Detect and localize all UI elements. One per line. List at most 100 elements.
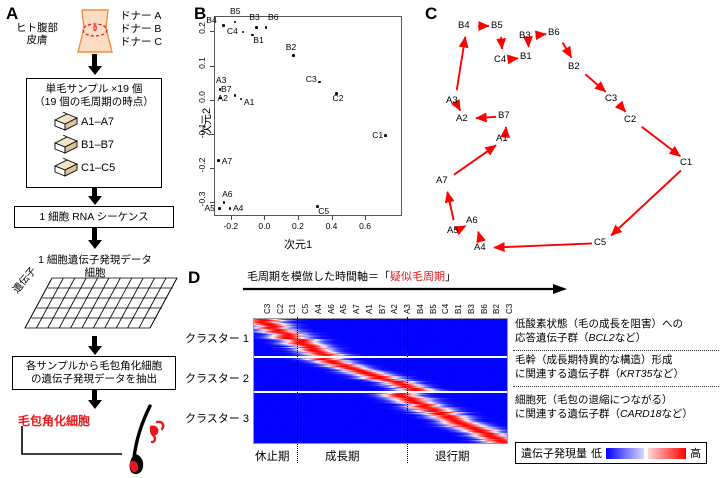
phase-divider-anagen-catagen xyxy=(407,317,408,463)
trajectory-node: B2 xyxy=(568,61,580,72)
y-tick xyxy=(210,202,214,204)
heatmap-column-label: A4 xyxy=(313,304,323,314)
annotation-divider xyxy=(513,386,720,387)
annotation-cluster-3: 細胞死（毛包の退縮につながる） に関連する遺伝子群（CARD18など） xyxy=(515,394,693,421)
legend-title: 遺伝子発現量 xyxy=(521,448,587,460)
scatter-point-label: A5 xyxy=(204,203,215,214)
trajectory-arrow xyxy=(561,41,573,59)
y-tick xyxy=(210,65,214,67)
trajectory-node: C3 xyxy=(605,93,618,104)
scatter-point-label: A6 xyxy=(222,189,233,200)
heatmap-column-label: C3 xyxy=(262,303,272,314)
hair-sample-box-icon xyxy=(53,112,79,131)
trajectory-arrow xyxy=(584,73,607,93)
annotation-2-line2: に関連する遺伝子群（KRT35など） xyxy=(515,368,684,382)
skin-source-line2: 皮膚 xyxy=(26,34,48,46)
scatter-point-label: C4 xyxy=(226,26,238,37)
legend-color-ramp-low xyxy=(606,447,644,459)
gene-name-card18: CARD18 xyxy=(620,407,662,420)
phase-label-anagen: 成長期 xyxy=(325,451,360,463)
scatter-point-label: C5 xyxy=(318,206,330,217)
human-abdomen-illustration xyxy=(77,9,113,53)
scatter-point xyxy=(218,207,221,210)
scatter-point-label: B2 xyxy=(285,42,297,53)
expression-caption-line1: 1 細胞遺伝子発現データ xyxy=(38,254,152,266)
trajectory-arrow xyxy=(453,144,497,176)
heatmap-legend: 遺伝子発現量 低 高 xyxy=(515,442,707,464)
sample-box-line1: 単毛サンプル ×19 個 xyxy=(45,83,143,95)
flow-arrow-shaft xyxy=(92,188,97,198)
scatter-point-label: B4 xyxy=(206,15,217,26)
heatmap-column-label: B6 xyxy=(479,304,489,314)
x-tick xyxy=(331,216,333,220)
hair-sample-box-icon xyxy=(53,135,79,154)
x-tick-label: 0.4 xyxy=(325,221,338,231)
panel-c: C B4 B5 B3 B6 C4 B1 B2 A3 A2 B7 C3 C2 A1 C1 A7 A6 A5 A4 C5 xyxy=(415,0,720,260)
gene-name-krt35: KRT35 xyxy=(620,367,653,380)
scatter-point-label: A7 xyxy=(221,155,233,166)
y-tick xyxy=(210,31,214,33)
heatmap-column-label: C1 xyxy=(288,303,298,314)
panel-a: A ヒト腹部 皮膚 ドナー A ドナー B ドナー C 単毛サンプル ×19 個… xyxy=(0,0,190,478)
scatter-point xyxy=(335,92,338,95)
sample-label: A1–A7 xyxy=(81,116,115,128)
phase-label-catagen: 退行期 xyxy=(435,451,470,463)
heatmap-column-label: A1 xyxy=(364,304,374,314)
scatter-point-label: B1 xyxy=(253,34,264,45)
extract-box-line1: 各サンプルから毛包角化細胞 xyxy=(25,360,163,372)
annotation-cluster-2: 毛幹（成長期特異的な構造）形成 に関連する遺伝子群（KRT35など） xyxy=(515,354,684,381)
trajectory-node: C4 xyxy=(494,54,507,65)
scatter-point xyxy=(318,80,322,84)
sample-box-line2: （19 個の毛周期の時点） xyxy=(34,96,154,108)
sample-label: B1–B7 xyxy=(81,139,115,151)
heatmap-column-label: C3 xyxy=(505,303,515,314)
heatmap-column-label: C5 xyxy=(301,303,311,314)
y-tick-label: 0.2 xyxy=(197,22,207,35)
extract-box-line2: の遺伝子発現データを抽出 xyxy=(31,373,157,385)
scatter-point xyxy=(250,33,254,37)
trajectory-arrow xyxy=(450,98,462,112)
gene-expression-matrix-icon xyxy=(24,277,178,329)
y-tick-label: -0.1 xyxy=(197,123,207,139)
panel-b: B 次元1 次元2 B4 B5 C4 B3 B6 B1 B2 C3 C2 A3 A2 B7 A1 C1 A7… xyxy=(190,0,415,260)
trajectory-arrow xyxy=(614,100,627,113)
x-tick-label: -0.2 xyxy=(223,221,239,231)
flow-arrow-head xyxy=(87,240,102,249)
phase-divider-telogen-anagen xyxy=(297,317,298,463)
trajectory-node: A1 xyxy=(496,133,508,144)
trajectory-arrow xyxy=(475,112,497,123)
flow-arrow-head xyxy=(87,66,102,75)
annotation-divider xyxy=(513,350,720,351)
trajectory-node: C2 xyxy=(624,114,637,125)
y-tick-label: -0.3 xyxy=(197,191,207,207)
donor-item: ドナー B xyxy=(120,23,162,35)
annotation-cluster-1: 低酸素状態（毛の成長を阻害）への 応答遺伝子群（BCL2など） xyxy=(515,318,683,345)
annotation-1-pre: 応答遺伝子群（ xyxy=(515,331,589,344)
trajectory-node: C1 xyxy=(680,157,693,168)
x-tick xyxy=(297,216,299,220)
scatter-point xyxy=(218,88,222,91)
x-tick-label: 0.6 xyxy=(359,221,371,231)
x-tick xyxy=(365,216,367,220)
heatmap-column-label: B4 xyxy=(415,304,425,314)
sample-row: B1–B7 xyxy=(53,135,161,155)
hair-sample-box-icon xyxy=(53,158,79,177)
cluster-label-2: クラスター 2 xyxy=(185,373,249,385)
annotation-3-line1: 細胞死（毛包の退縮につながる） xyxy=(515,394,673,406)
heatmap-column-label: B2 xyxy=(492,304,502,314)
pseudo-cycle-title-plain: 毛周期を模倣した時間軸＝「 xyxy=(247,271,390,283)
rnaseq-box: 1 細胞 RNA シーケンス xyxy=(14,206,174,228)
y-tick xyxy=(210,133,214,135)
scatter-point xyxy=(241,30,245,34)
heatmap-column-label: A5 xyxy=(339,304,349,314)
cluster-label-1: クラスター 1 xyxy=(185,333,249,345)
trajectory-node: B4 xyxy=(458,20,470,31)
phase-label-telogen: 休止期 xyxy=(255,451,290,463)
scatter-point xyxy=(264,25,268,29)
panel-d: D 毛周期を模倣した時間軸＝「疑似毛周期」 C3 C2 C1 C5 A4 A6 A5 A7 A1… xyxy=(185,262,720,478)
panel-d-letter: D xyxy=(188,268,201,287)
y-tick-label: 0.0 xyxy=(197,90,207,103)
x-tick-label: 0.2 xyxy=(292,221,304,231)
trajectory-arrow xyxy=(493,242,593,253)
heatmap-column-label: A6 xyxy=(326,304,336,314)
